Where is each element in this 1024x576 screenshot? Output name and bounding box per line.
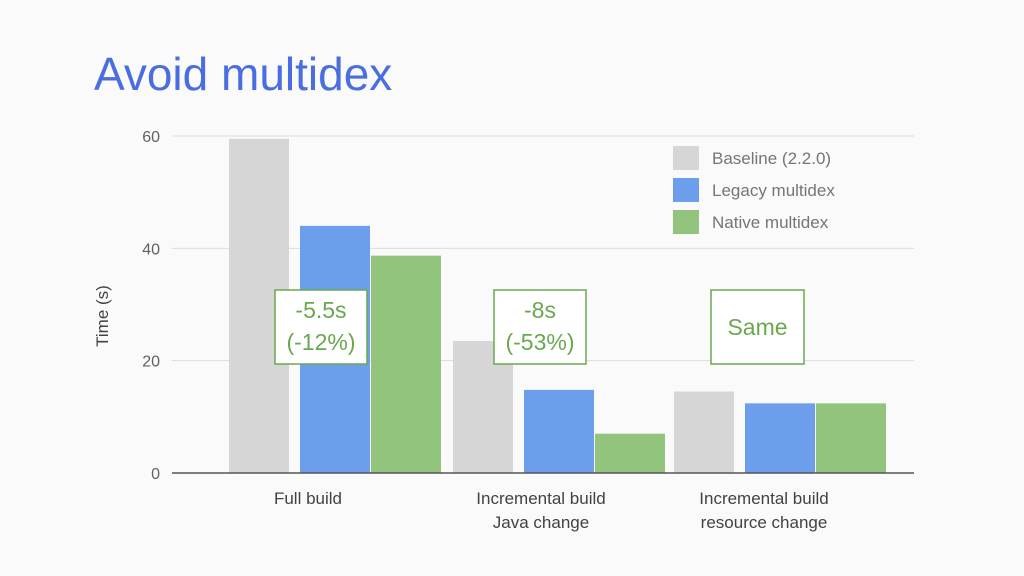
legend-label: Legacy multidex <box>712 181 835 200</box>
bar-baseline-2-2-0-2 <box>674 391 734 473</box>
annotation-box <box>274 289 368 365</box>
slide-title: Avoid multidex <box>94 48 393 100</box>
category-label: resource change <box>701 513 828 532</box>
annotation-text: (-12%) <box>286 329 355 355</box>
y-tick-label: 60 <box>142 129 160 146</box>
legend-label: Baseline (2.2.0) <box>712 149 831 168</box>
category-label: Java change <box>493 513 589 532</box>
bar-native-multidex-1 <box>595 433 665 473</box>
annotation-text: (-53%) <box>505 329 574 355</box>
legend-swatch <box>673 178 699 202</box>
annotation-box <box>710 289 805 365</box>
legend-label: Native multidex <box>712 213 829 232</box>
bar-legacy-multidex-1 <box>524 389 594 473</box>
y-axis-title: Time (s) <box>93 285 112 347</box>
bar-native-multidex-2 <box>816 403 886 473</box>
y-tick-label: 0 <box>151 466 160 483</box>
y-tick-label: 40 <box>142 241 160 258</box>
bar-legacy-multidex-2 <box>745 403 815 473</box>
bar-native-multidex-0 <box>371 255 441 473</box>
annotation-box <box>493 289 587 365</box>
category-label: Incremental build <box>476 489 605 508</box>
annotation-text: Same <box>727 314 787 340</box>
legend-swatch <box>673 210 699 234</box>
annotation-text: -8s <box>524 297 556 323</box>
legend-swatch <box>673 146 699 170</box>
category-label: Full build <box>274 489 342 508</box>
annotation-text: -5.5s <box>295 297 346 323</box>
category-label: Incremental build <box>699 489 828 508</box>
y-tick-label: 20 <box>142 354 160 371</box>
